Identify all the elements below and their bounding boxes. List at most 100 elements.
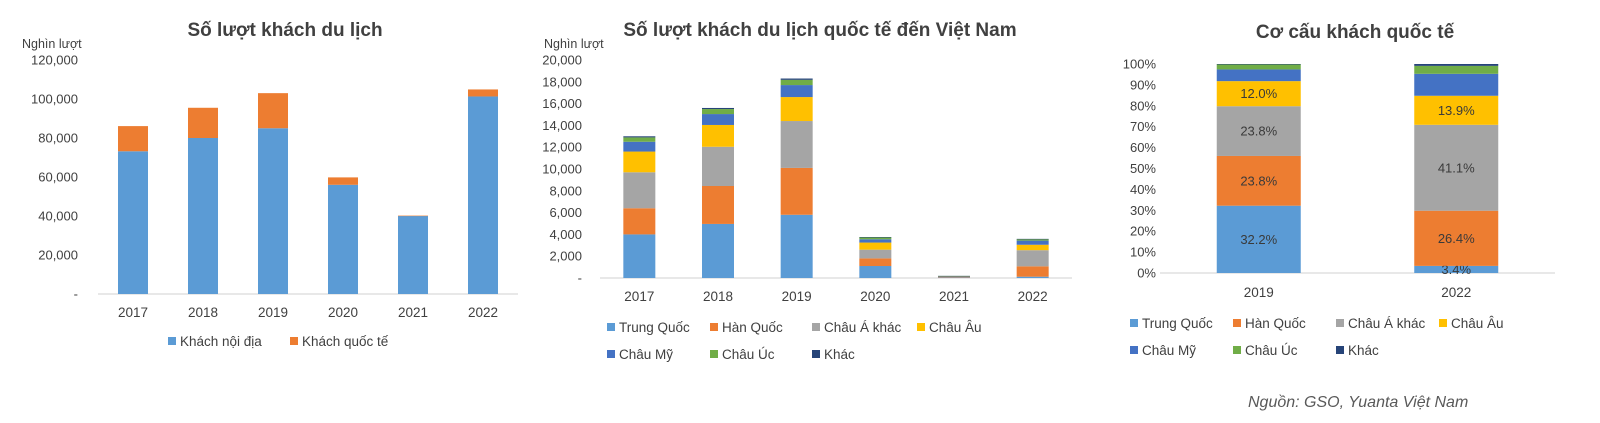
chart-tourist-arrivals: Số lượt khách du lịch Nghìn lượt - 20,000…	[22, 20, 518, 349]
y-tick-label: 10,000	[542, 162, 582, 177]
bar-segment	[258, 93, 288, 129]
data-label: 32.2%	[1240, 232, 1277, 247]
bar-segment	[623, 141, 656, 152]
y-tick-label: 20,000	[38, 248, 78, 263]
bar-segment	[859, 266, 892, 278]
bar-segment	[1016, 239, 1049, 241]
y-tick-label: 100%	[1123, 57, 1157, 72]
bar-segment	[1414, 265, 1499, 273]
legend-label: Châu Á khác	[824, 320, 902, 335]
bar-segment	[1414, 124, 1499, 211]
data-label: 23.8%	[1240, 173, 1277, 188]
legend-swatch	[1336, 319, 1344, 327]
bar-segment	[623, 234, 656, 278]
y-tick-label: 16,000	[542, 96, 582, 111]
bar-segment	[702, 146, 734, 187]
legend-label: Khách nội địa	[180, 334, 262, 349]
x-tick-label: 2022	[1018, 289, 1048, 304]
bar-segment	[1016, 266, 1049, 277]
y-tick-label: 80%	[1130, 98, 1156, 113]
bar-segment	[623, 151, 656, 173]
data-label: 12.0%	[1240, 86, 1277, 101]
bar-segment	[780, 85, 813, 98]
legend-swatch	[1336, 346, 1344, 354]
x-tick-label: 2018	[703, 289, 733, 304]
bar-segment	[118, 126, 148, 152]
bar-segment	[468, 96, 498, 294]
bar-segment	[623, 172, 656, 209]
chart-title: Cơ cấu khách quốc tế	[1256, 22, 1455, 43]
bar-segment	[328, 184, 358, 294]
bar-segment	[780, 121, 813, 168]
x-tick-label: 2019	[782, 289, 812, 304]
bar-segment	[702, 223, 734, 278]
y-tick-label: 90%	[1130, 77, 1156, 92]
data-label: 41.1%	[1438, 160, 1475, 175]
chart-international-structure: Cơ cấu khách quốc tế 0% 10% 20% 30% 40% 50% 60…	[1123, 22, 1555, 358]
legend-swatch	[1130, 319, 1138, 327]
legend-label: Châu Úc	[1245, 343, 1298, 358]
y-tick-label: 20,000	[542, 53, 582, 68]
legend-label: Khách quốc tế	[302, 334, 389, 349]
legend-label: Châu Mỹ	[1142, 343, 1196, 358]
bar-segment	[702, 109, 734, 115]
source-note: Nguồn: GSO, Yuanta Việt Nam	[1248, 394, 1468, 411]
bar-segment	[398, 216, 428, 294]
bar-segment	[1016, 238, 1049, 240]
x-tick-label: 2022	[468, 305, 498, 320]
legend-swatch	[917, 323, 925, 331]
x-tick-label: 2021	[398, 305, 428, 320]
bar-segment	[188, 107, 218, 138]
y-tick-label: 0%	[1137, 266, 1156, 281]
y-tick-label: 60,000	[38, 170, 78, 185]
chart-international-arrivals: Số lượt khách du lịch quốc tế đến Việt N…	[542, 20, 1072, 362]
bar-segment	[859, 242, 892, 250]
bar-segment	[859, 258, 892, 267]
x-tick-label: 2022	[1441, 285, 1471, 300]
bar-segment	[859, 237, 892, 238]
bar-segment	[1216, 81, 1301, 107]
y-tick-label: 40,000	[38, 209, 78, 224]
bar-segment	[623, 137, 656, 142]
legend-label: Châu Âu	[1451, 316, 1504, 331]
x-tick-label: 2021	[939, 289, 969, 304]
y-tick-label: -	[74, 287, 78, 302]
legend-label: Hàn Quốc	[1245, 316, 1306, 331]
bar-segment	[258, 128, 288, 294]
y-tick-label: 50%	[1130, 161, 1156, 176]
bar-segment	[859, 237, 892, 240]
y-tick-label: 4,000	[549, 227, 582, 242]
legend-label: Khác	[824, 347, 855, 362]
y-tick-label: 12,000	[542, 140, 582, 155]
x-tick-label: 2020	[328, 305, 358, 320]
bar-segment	[702, 114, 734, 125]
legend-label: Châu Âu	[929, 320, 982, 335]
bar-segment	[623, 136, 656, 138]
y-tick-label: -	[578, 271, 582, 286]
bar-segment	[118, 151, 148, 294]
bar-segment	[1216, 64, 1301, 65]
bar-segment	[398, 215, 428, 217]
legend-swatch	[1233, 346, 1241, 354]
bar-segment	[1414, 73, 1499, 96]
chart-title: Số lượt khách du lịch quốc tế đến Việt N…	[623, 20, 1016, 41]
unit-label: Nghìn lượt	[22, 37, 82, 51]
bar-segment	[468, 89, 498, 97]
bar-segment	[938, 277, 970, 278]
bar-segment	[1016, 250, 1049, 267]
legend-swatch	[710, 350, 718, 358]
bar-segment	[1414, 65, 1499, 74]
legend-swatch	[812, 323, 820, 331]
bar-segment	[1216, 205, 1301, 273]
bar-segment	[1216, 64, 1301, 70]
bar-segment	[1016, 276, 1049, 278]
y-tick-label: 30%	[1130, 203, 1156, 218]
bar-segment	[780, 78, 813, 80]
y-tick-label: 14,000	[542, 118, 582, 133]
legend-swatch	[607, 323, 615, 331]
y-tick-label: 70%	[1130, 119, 1156, 134]
y-tick-label: 8,000	[549, 183, 582, 198]
bar-segment	[938, 276, 970, 278]
y-tick-label: 80,000	[38, 131, 78, 146]
bar-segment	[859, 249, 892, 259]
